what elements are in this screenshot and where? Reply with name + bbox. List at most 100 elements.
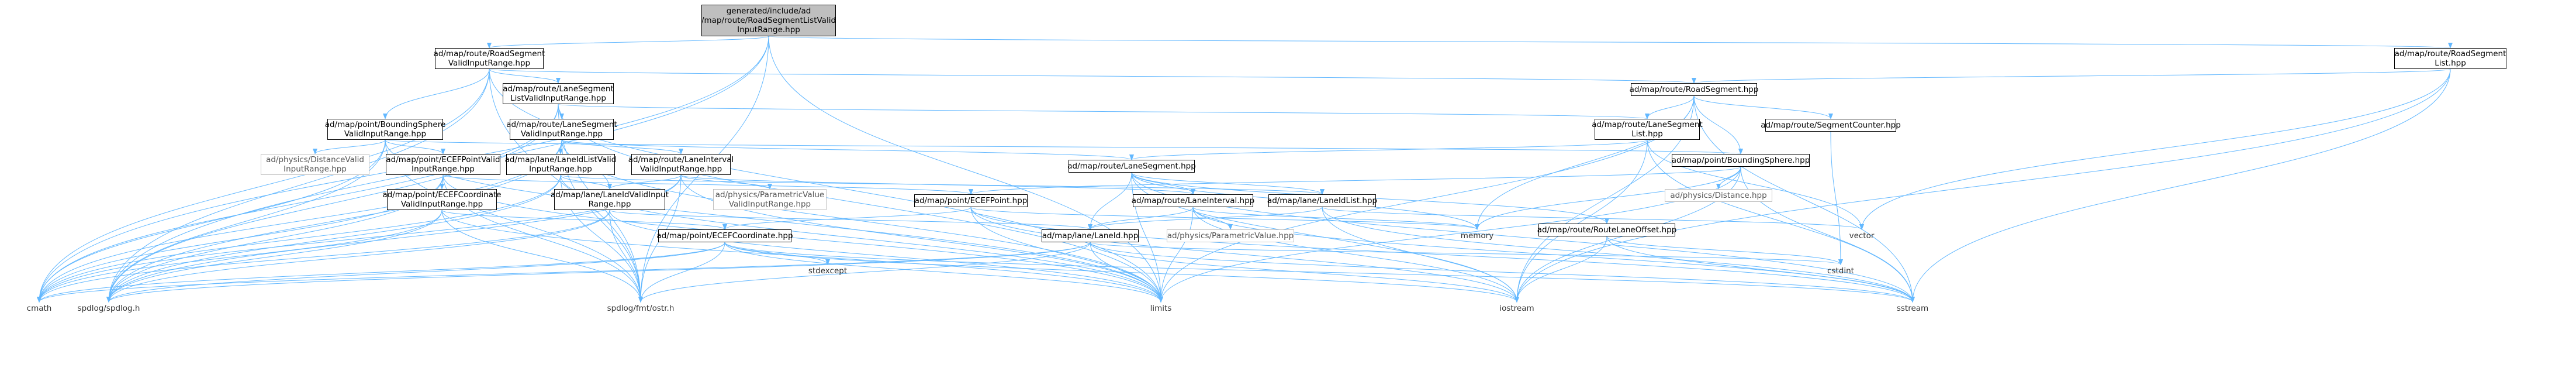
node-li[interactable]: ad/map/route/LaneInterval.hpp <box>1131 194 1255 207</box>
edge-lid-to-cstdint <box>1090 242 1843 265</box>
node-label-line: /map/route/RoadSegmentListValid <box>701 16 836 25</box>
node-label-line: ad/map/route/SegmentCounter.hpp <box>1761 121 1901 130</box>
edge-bsvr-to-bs <box>385 139 1742 154</box>
node-label-line: ValidInputRange.hpp <box>344 129 427 139</box>
edge-ecefcvr-to-ecefc <box>441 210 727 230</box>
node-iostream: iostream <box>1496 302 1537 315</box>
node-label-line: sstream <box>1896 304 1929 313</box>
node-bs[interactable]: ad/map/point/BoundingSphere.hpp <box>1672 154 1810 167</box>
node-lsvr[interactable]: ad/map/route/LaneSegment ValidInputRange.… <box>506 119 617 140</box>
edge-root-to-rsl <box>768 36 2451 49</box>
node-spdlog: spdlog/spdlog.h <box>75 302 143 315</box>
node-label-line: ListValidInputRange.hpp <box>510 94 606 103</box>
edge-ecefp-to-iostream <box>970 207 1519 303</box>
edge-rsvr-to-limits <box>489 68 1163 303</box>
edge-ecefpvr-to-ecefp <box>442 174 973 195</box>
node-cmath: cmath <box>23 302 55 315</box>
node-label-line: InputRange.hpp <box>283 164 347 174</box>
node-livr[interactable]: ad/map/route/LaneInterval ValidInputRange… <box>628 154 734 175</box>
node-label-line: InputRange.hpp <box>737 25 800 35</box>
edge-lidvr-to-lid <box>609 210 1092 230</box>
node-rs[interactable]: ad/map/route/RoadSegment.hpp <box>1630 83 1758 96</box>
node-root[interactable]: generated/include/ad/map/route/RoadSegme… <box>701 5 836 36</box>
node-stdexcept: stdexcept <box>807 265 849 277</box>
node-label-line: ad/physics/ParametricValue.hpp <box>1167 231 1294 241</box>
node-label-line: iostream <box>1499 304 1534 313</box>
edge-lid-to-spdlog <box>106 242 1091 303</box>
node-rsvr[interactable]: ad/map/route/RoadSegment ValidInputRange.… <box>433 48 545 69</box>
node-sstream: sstream <box>1893 302 1932 315</box>
edge-lidlvr-to-spdlog <box>106 174 561 303</box>
node-label-line: generated/include/ad <box>726 6 811 16</box>
node-segcnt[interactable]: ad/map/route/SegmentCounter.hpp <box>1761 119 1901 132</box>
node-label-line: List.hpp <box>1631 129 1663 139</box>
edge-rs-to-lsl <box>1645 95 1695 119</box>
edge-ecefc-to-iostream <box>724 242 1519 303</box>
node-label-line: spdlog/spdlog.h <box>77 304 140 313</box>
node-label-line: List.hpp <box>2435 59 2466 68</box>
node-ecefcvr[interactable]: ad/map/point/ECEFCoordinate ValidInputRan… <box>382 189 502 210</box>
edge-rsvr-to-cmath <box>37 68 490 303</box>
node-ecefp[interactable]: ad/map/point/ECEFPoint.hpp <box>914 194 1028 207</box>
node-label-line: memory <box>1460 231 1494 241</box>
node-label-line: ad/map/route/LaneSegment <box>506 120 617 129</box>
edge-ecefcvr-to-limits <box>441 210 1163 303</box>
edge-ecefcvr-to-fmtostr <box>441 210 643 303</box>
node-label-line: vector <box>1849 231 1875 241</box>
node-label-line: ValidInputRange.hpp <box>728 200 811 209</box>
edge-rlo-to-iostream <box>1515 236 1607 303</box>
node-label-line: ad/map/lane/LaneIdListValid <box>504 155 617 164</box>
node-lslvr[interactable]: ad/map/route/LaneSegment ListValidInputRa… <box>503 83 614 104</box>
node-limits: limits <box>1146 302 1176 315</box>
node-bsvr[interactable]: ad/map/point/BoundingSphere ValidInputRan… <box>324 119 446 140</box>
edge-lidvr-to-fmtostr <box>609 210 643 303</box>
node-lidl[interactable]: ad/map/lane/LaneIdList.hpp <box>1267 194 1377 207</box>
edge-bsvr-to-limits <box>385 139 1163 303</box>
node-pv: ad/physics/ParametricValue.hpp <box>1167 229 1294 242</box>
edge-ecefp-to-memory <box>970 207 1479 230</box>
node-lidlvr[interactable]: ad/map/lane/LaneIdListValid InputRange.hp… <box>504 154 617 175</box>
node-ecefpvr[interactable]: ad/map/point/ECEFPointValid InputRange.hp… <box>386 154 500 175</box>
node-label-line: ad/map/point/BoundingSphere <box>324 120 446 129</box>
edge-rsvr-to-bsvr <box>383 68 490 119</box>
edge-lid-to-fmtostr <box>638 242 1091 303</box>
node-lidvr[interactable]: ad/map/lane/LaneIdValidInput Range.hpp <box>551 189 669 210</box>
node-label-line: ad/physics/ParametricValue <box>715 190 825 200</box>
node-label-line: ad/map/route/LaneInterval.hpp <box>1131 196 1255 205</box>
edge-ecefc-to-fmtostr <box>638 242 725 303</box>
node-ecefc[interactable]: ad/map/point/ECEFCoordinate.hpp <box>656 229 793 242</box>
node-rsl[interactable]: ad/map/route/RoadSegment List.hpp <box>2394 48 2506 69</box>
node-rlo[interactable]: ad/map/route/RouteLaneOffset.hpp <box>1537 224 1676 236</box>
edge-rsvr-to-spdlog <box>106 68 490 303</box>
edge-ecefc-to-sstream <box>724 242 1915 303</box>
node-label-line: Range.hpp <box>588 200 631 209</box>
edge-lidl-to-lid <box>1088 207 1323 230</box>
edge-lid-to-cmath <box>37 242 1091 303</box>
edge-rsl-to-vector <box>1859 68 2451 230</box>
edge-segcnt-to-cstdint <box>1830 131 1843 265</box>
edge-lsl-to-ls <box>1129 139 1648 160</box>
edge-bs-to-memory <box>1475 166 1741 230</box>
edge-li-to-lid <box>1088 207 1194 230</box>
node-label-line: ad/map/route/RoadSegment <box>433 49 545 59</box>
node-lid[interactable]: ad/map/lane/LaneId.hpp <box>1042 229 1139 242</box>
node-pvvr: ad/physics/ParametricValue ValidInputRang… <box>713 189 827 210</box>
edge-rs-to-bs <box>1693 95 1743 154</box>
node-label-line: ad/map/route/LaneSegment <box>503 84 614 94</box>
node-label-line: limits <box>1150 304 1172 313</box>
edge-rs-to-segcnt <box>1693 95 1833 119</box>
node-ls[interactable]: ad/map/route/LaneSegment.hpp <box>1067 160 1196 173</box>
edge-lsl-to-vector <box>1647 139 1864 230</box>
node-label-line: ad/map/point/ECEFPoint.hpp <box>914 196 1028 205</box>
edge-ecefc-to-spdlog <box>106 242 725 303</box>
edge-livr-to-lidvr <box>607 174 682 190</box>
edge-ecefp-to-sstream <box>970 207 1915 303</box>
edge-bsvr-to-dvr <box>313 139 386 154</box>
node-label-line: ad/map/route/LaneSegment <box>1592 120 1703 129</box>
node-lsl[interactable]: ad/map/route/LaneSegment List.hpp <box>1592 119 1703 140</box>
node-label-line: InputRange.hpp <box>529 164 592 174</box>
edge-ecefp-to-ecefc <box>722 207 971 230</box>
edge-lid-to-iostream <box>1090 242 1519 303</box>
